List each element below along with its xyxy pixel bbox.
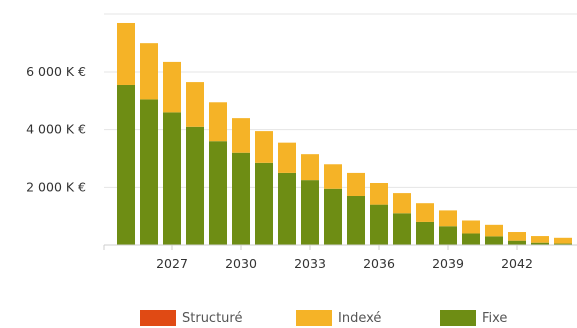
bar-fixe-2035 bbox=[347, 195, 365, 245]
bar-fixe-2030 bbox=[232, 152, 250, 245]
axes bbox=[103, 244, 577, 250]
bar-indexe-2031 bbox=[255, 131, 273, 163]
legend-label-indexe: Indexé bbox=[338, 311, 381, 326]
bar-fixe-2032 bbox=[278, 172, 296, 245]
bar-indexe-2025 bbox=[117, 22, 135, 85]
bar-fixe-2039 bbox=[439, 226, 457, 245]
bar-indexe-2038 bbox=[416, 203, 434, 222]
grid-lines bbox=[104, 13, 577, 188]
bar-fixe-2043 bbox=[531, 242, 549, 245]
bar-fixe-2042 bbox=[508, 240, 526, 245]
bar-indexe-2029 bbox=[209, 102, 227, 142]
bar-indexe-2027 bbox=[163, 61, 181, 113]
bar-indexe-2035 bbox=[347, 172, 365, 196]
x-tick-label: 2033 bbox=[294, 256, 326, 271]
legend: Structuré Indexé Fixe bbox=[140, 310, 507, 326]
bar-fixe-2040 bbox=[462, 233, 480, 245]
bar-fixe-2036 bbox=[370, 204, 388, 245]
y-tick-label: 2 000 K € bbox=[26, 179, 86, 194]
bar-fixe-2044 bbox=[554, 243, 572, 245]
bar-indexe-2028 bbox=[186, 82, 204, 127]
bar-fixe-2031 bbox=[255, 162, 273, 245]
bar-fixe-2025 bbox=[117, 84, 135, 245]
bar-fixe-2033 bbox=[301, 180, 319, 245]
bar-indexe-2043 bbox=[531, 236, 549, 243]
legend-swatch-indexe bbox=[296, 310, 332, 326]
bar-fixe-2026 bbox=[140, 99, 158, 246]
bar-indexe-2041 bbox=[485, 224, 503, 237]
bar-indexe-2026 bbox=[140, 43, 158, 100]
bar-indexe-2042 bbox=[508, 232, 526, 241]
bar-fixe-2041 bbox=[485, 236, 503, 245]
legend-swatch-fixe bbox=[440, 310, 476, 326]
legend-label-structure: Structuré bbox=[182, 311, 242, 326]
bar-indexe-2040 bbox=[462, 220, 480, 234]
bar-fixe-2029 bbox=[209, 141, 227, 245]
bar-indexe-2039 bbox=[439, 210, 457, 227]
legend-label-fixe: Fixe bbox=[482, 311, 507, 326]
bar-fixe-2038 bbox=[416, 221, 434, 245]
bar-indexe-2032 bbox=[278, 142, 296, 173]
bar-fixe-2037 bbox=[393, 213, 411, 245]
bar-indexe-2044 bbox=[554, 237, 572, 244]
bar-fixe-2027 bbox=[163, 112, 181, 245]
y-tick-label: 6 000 K € bbox=[26, 64, 86, 79]
bar-indexe-2037 bbox=[393, 193, 411, 214]
x-tick-label: 2030 bbox=[225, 256, 257, 271]
x-tick-label: 2039 bbox=[432, 256, 464, 271]
x-tick-label: 2042 bbox=[501, 256, 533, 271]
bar-indexe-2034 bbox=[324, 164, 342, 189]
bar-indexe-2033 bbox=[301, 154, 319, 181]
x-tick-label: 2027 bbox=[156, 256, 188, 271]
bar-fixe-2028 bbox=[186, 126, 204, 245]
bar-indexe-2030 bbox=[232, 118, 250, 153]
bars bbox=[117, 22, 572, 246]
legend-swatch-structure bbox=[140, 310, 176, 326]
y-tick-label: 4 000 K € bbox=[26, 122, 86, 137]
bar-indexe-2036 bbox=[370, 183, 388, 205]
bar-fixe-2034 bbox=[324, 188, 342, 245]
tick-labels: 2 000 K € 4 000 K € 6 000 K € 2027 2030 2033 2… bbox=[26, 64, 533, 271]
x-tick-label: 2036 bbox=[363, 256, 395, 271]
